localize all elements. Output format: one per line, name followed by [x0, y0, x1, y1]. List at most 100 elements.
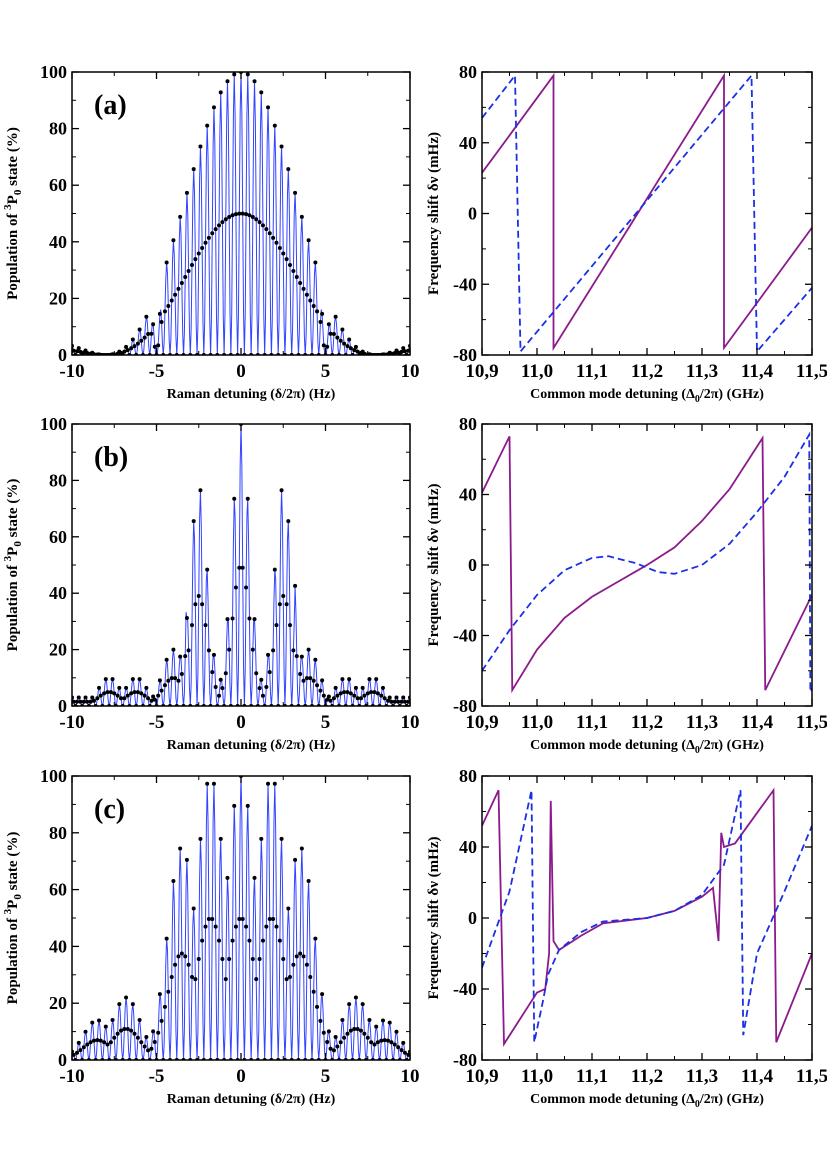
data-point: [299, 846, 304, 851]
data-point: [374, 1024, 379, 1029]
population-line: [72, 424, 410, 706]
data-point: [200, 246, 205, 251]
y-tick-label: 60: [49, 880, 67, 900]
data-point: [325, 344, 330, 349]
data-point: [200, 602, 205, 607]
data-point: [355, 696, 360, 701]
data-point: [396, 699, 401, 704]
y-tick-label: 0: [58, 696, 67, 716]
y-tick-label: 40: [49, 583, 67, 603]
data-point: [198, 836, 203, 841]
data-point: [267, 231, 272, 236]
data-point: [374, 677, 379, 682]
data-point: [254, 217, 259, 222]
y-tick-label: 100: [40, 62, 67, 82]
data-point: [186, 648, 191, 653]
x-tick-label: 11,0: [521, 1066, 553, 1087]
data-point: [157, 992, 162, 997]
data-point: [218, 836, 223, 841]
data-point: [230, 213, 235, 218]
data-point: [286, 906, 291, 911]
y-tick-label: -80: [453, 1050, 477, 1070]
data-point: [227, 215, 232, 220]
data-point: [211, 105, 216, 110]
data-point: [372, 1042, 377, 1047]
data-point: [213, 227, 218, 232]
data-point: [362, 693, 367, 698]
data-point: [318, 1018, 323, 1023]
data-point: [146, 696, 151, 701]
data-point: [91, 1038, 96, 1043]
data-point: [203, 623, 208, 628]
data-point: [244, 585, 249, 590]
data-point: [298, 280, 303, 285]
data-point: [402, 699, 407, 704]
data-point: [213, 924, 218, 929]
data-point: [288, 975, 293, 980]
data-point: [164, 657, 169, 662]
data-point: [266, 781, 271, 786]
data-point: [196, 251, 201, 256]
data-point: [396, 1045, 401, 1050]
y-tick-label: 20: [49, 640, 67, 660]
data-point: [169, 975, 174, 980]
x-tick-label: 5: [321, 712, 331, 733]
data-point: [156, 1030, 161, 1035]
data-point: [110, 1017, 115, 1022]
data-point: [217, 223, 222, 228]
panel-label: (a): [94, 90, 127, 121]
data-point: [315, 309, 320, 314]
x-tick-label: 11,4: [741, 1066, 774, 1087]
data-point: [130, 677, 135, 682]
data-point: [132, 344, 137, 349]
y-tick-label: -80: [453, 696, 477, 716]
y-tick-label: 40: [49, 232, 67, 252]
data-point: [257, 956, 262, 961]
data-point: [379, 693, 384, 698]
data-point: [240, 211, 245, 216]
data-point: [159, 320, 164, 325]
data-point: [326, 322, 331, 327]
data-point: [144, 314, 149, 319]
data-point: [331, 1048, 336, 1053]
x-tick-label: 11,0: [521, 361, 553, 382]
data-point: [211, 781, 216, 786]
data-point: [206, 235, 211, 240]
data-point: [220, 956, 225, 961]
population-line: [72, 776, 410, 1060]
data-point: [326, 1029, 331, 1034]
data-point: [345, 1031, 350, 1036]
data-point: [264, 685, 269, 690]
data-point: [230, 938, 235, 943]
data-point: [250, 647, 255, 652]
data-point: [193, 977, 198, 982]
data-point: [164, 260, 169, 265]
data-point: [367, 1017, 372, 1022]
data-point: [218, 677, 223, 682]
data-point: [110, 677, 115, 682]
data-point: [88, 1040, 93, 1045]
data-point: [98, 1038, 103, 1043]
data-point: [298, 951, 303, 956]
data-point: [117, 685, 122, 690]
data-point: [360, 685, 365, 690]
y-tick-label: -80: [453, 345, 477, 365]
data-point: [237, 916, 242, 921]
y-tick-label: 80: [49, 119, 67, 139]
data-point: [97, 685, 102, 690]
y-tick-label: 0: [468, 204, 477, 224]
data-point: [266, 105, 271, 110]
data-point: [340, 327, 345, 332]
data-point: [365, 691, 370, 696]
data-point: [294, 654, 299, 659]
data-point: [76, 1040, 81, 1045]
x-tick-label: 11,4: [741, 361, 774, 382]
data-point: [227, 956, 232, 961]
data-point: [274, 623, 279, 628]
data-point: [389, 1040, 394, 1045]
data-point: [281, 956, 286, 961]
data-point: [129, 1028, 134, 1033]
data-point: [240, 916, 245, 921]
data-point: [401, 695, 406, 700]
data-point: [367, 677, 372, 682]
